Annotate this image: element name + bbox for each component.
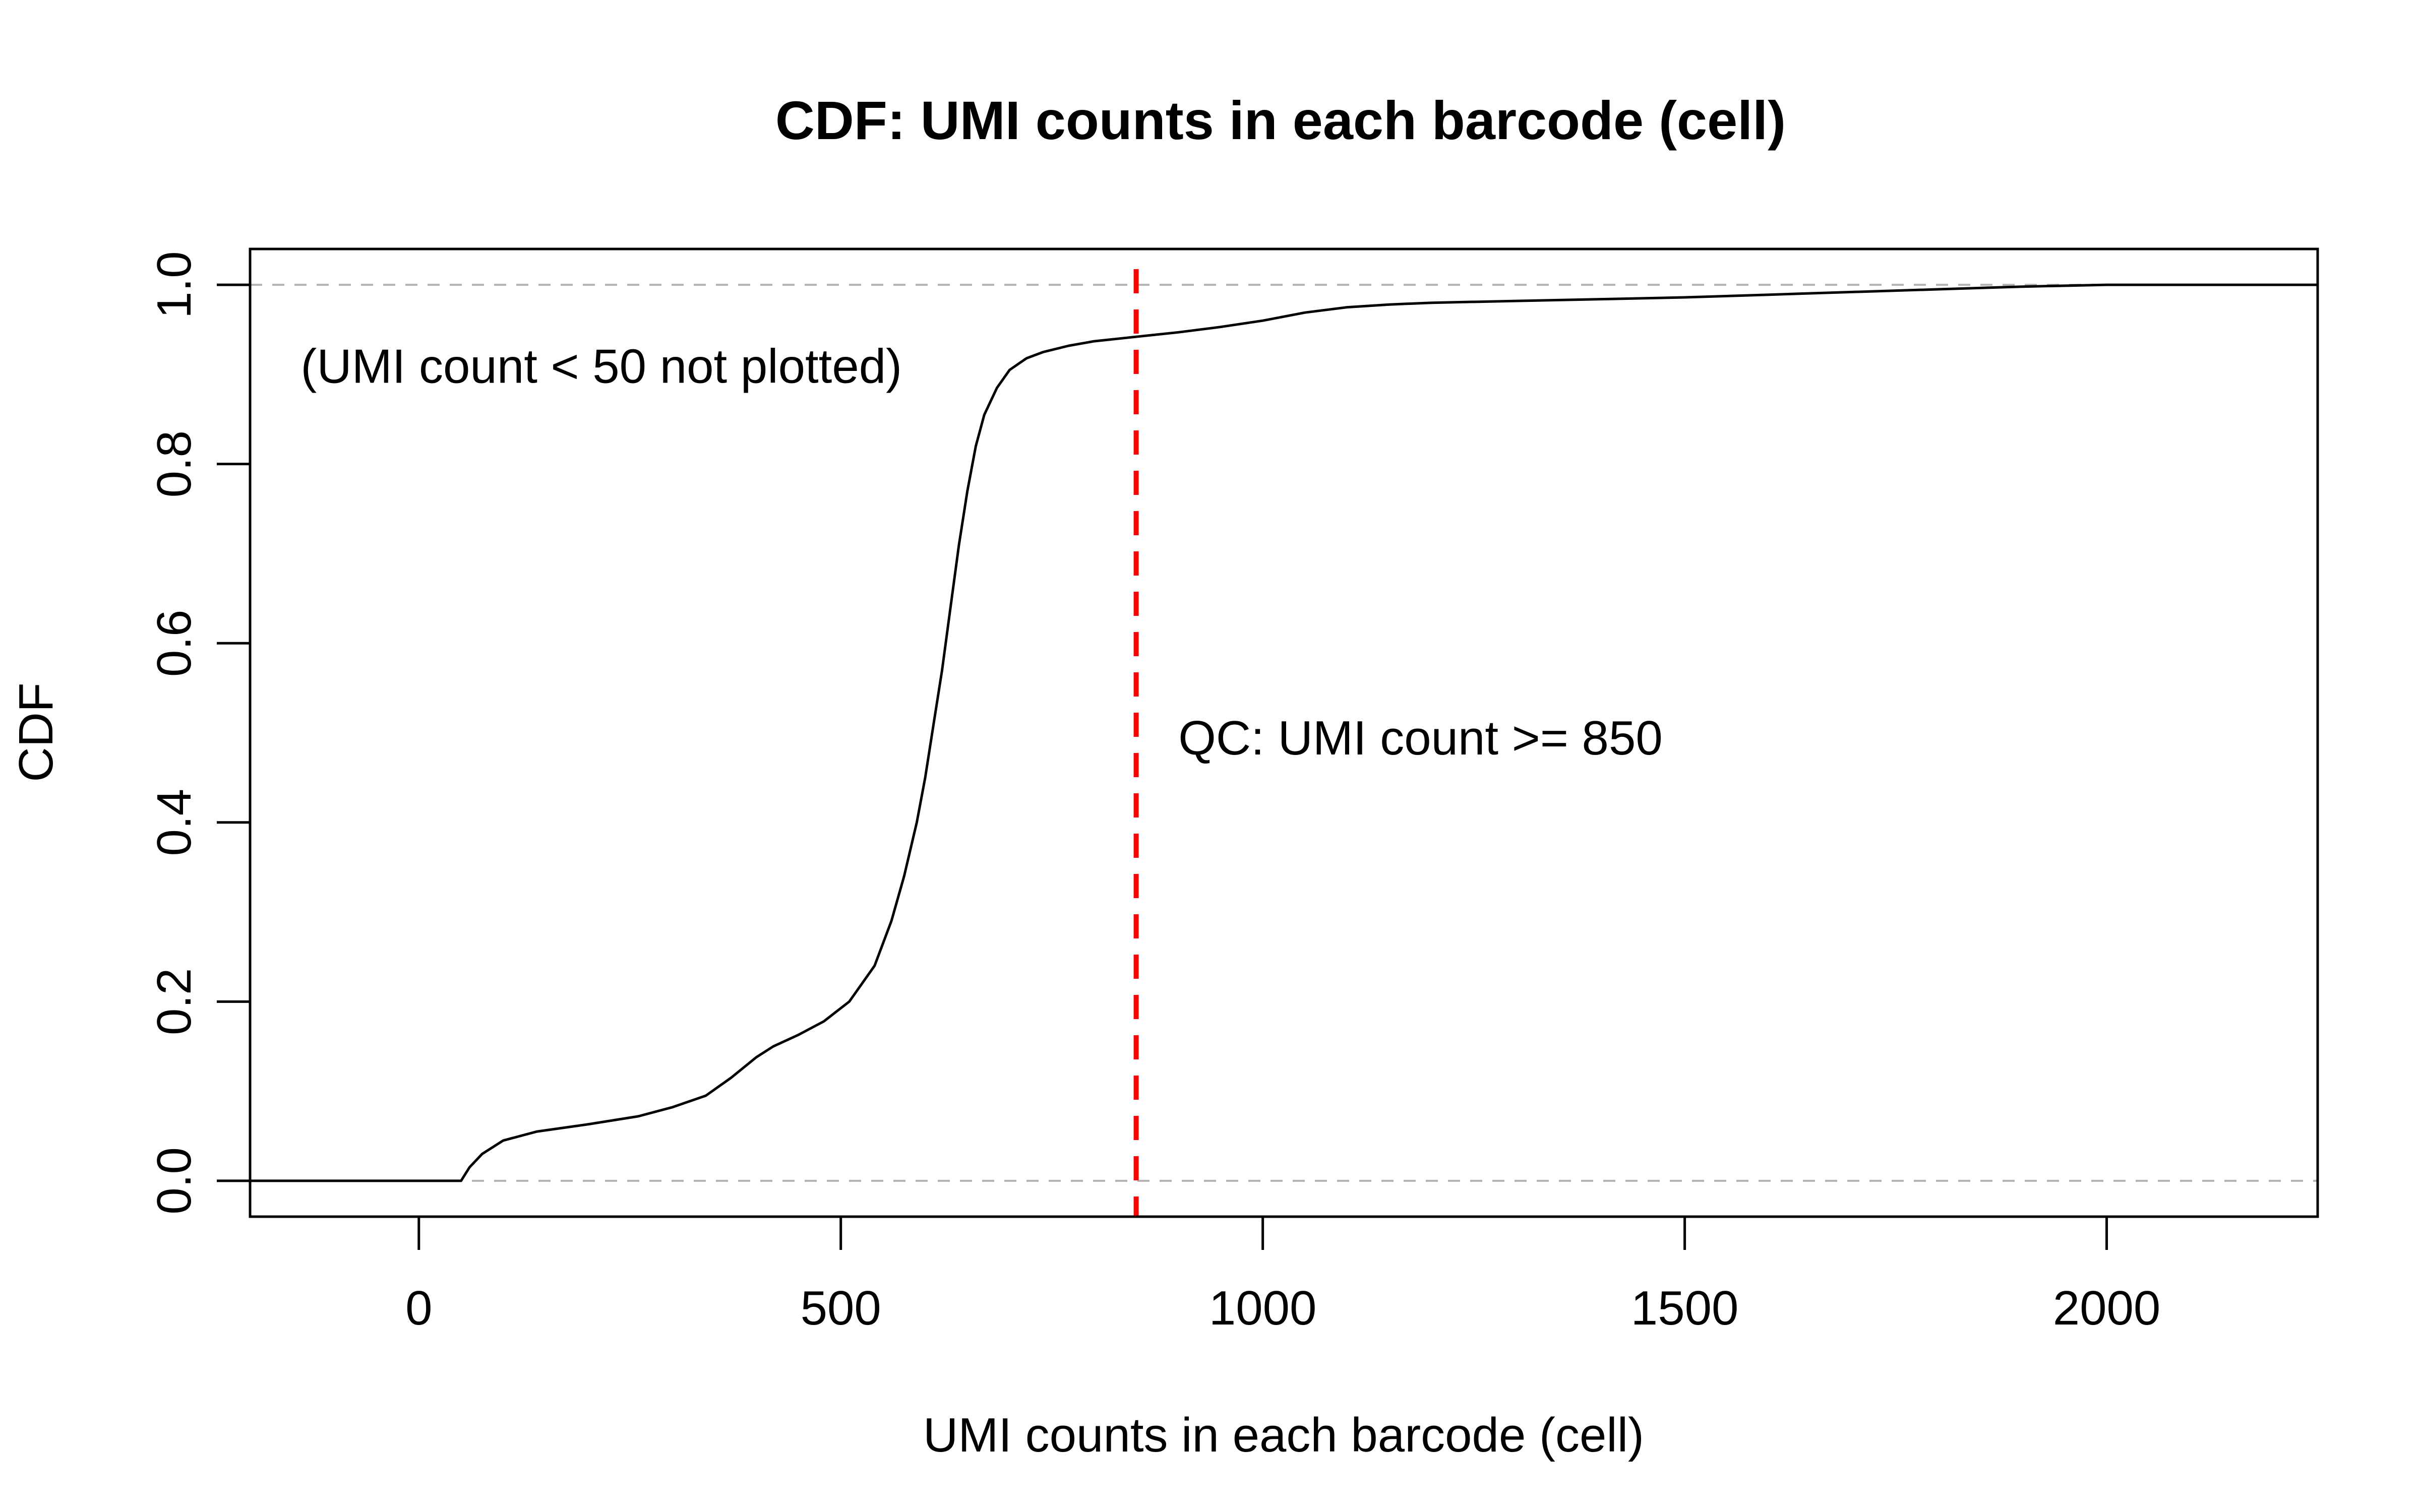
y-tick-label: 0.4 (147, 789, 201, 856)
reference-lines (250, 269, 2318, 1217)
qc-threshold-label: QC: UMI count >= 850 (1178, 711, 1662, 765)
x-tick-label: 500 (801, 1281, 881, 1335)
series-layer (250, 283, 2318, 1182)
y-tick-label: 0.6 (147, 609, 201, 676)
y-tick-label: 0.2 (147, 968, 201, 1035)
y-tick-label: 0.8 (147, 430, 201, 497)
y-axis: 0.0 0.2 0.4 0.6 0.8 1.0 (147, 251, 250, 1215)
x-tick-label: 0 (405, 1281, 432, 1335)
y-axis-label: CDF (9, 682, 63, 782)
x-tick-label: 1500 (1631, 1281, 1739, 1335)
annotation-layer: (UMI count < 50 not plotted) QC: UMI coun… (300, 339, 1662, 765)
plot-frame (249, 247, 2319, 1218)
not-plotted-note: (UMI count < 50 not plotted) (300, 339, 902, 393)
y-tick-label: 0.0 (147, 1147, 201, 1214)
x-tick-label: 2000 (2053, 1281, 2161, 1335)
x-tick-label: 1000 (1209, 1281, 1317, 1335)
chart-title: CDF: UMI counts in each barcode (cell) (775, 90, 1786, 151)
x-axis-label: UMI counts in each barcode (cell) (923, 1408, 1644, 1462)
cdf-series-line (250, 283, 2318, 1182)
x-axis: 0 500 1000 1500 2000 (405, 1217, 2160, 1335)
y-tick-label: 1.0 (147, 251, 201, 318)
